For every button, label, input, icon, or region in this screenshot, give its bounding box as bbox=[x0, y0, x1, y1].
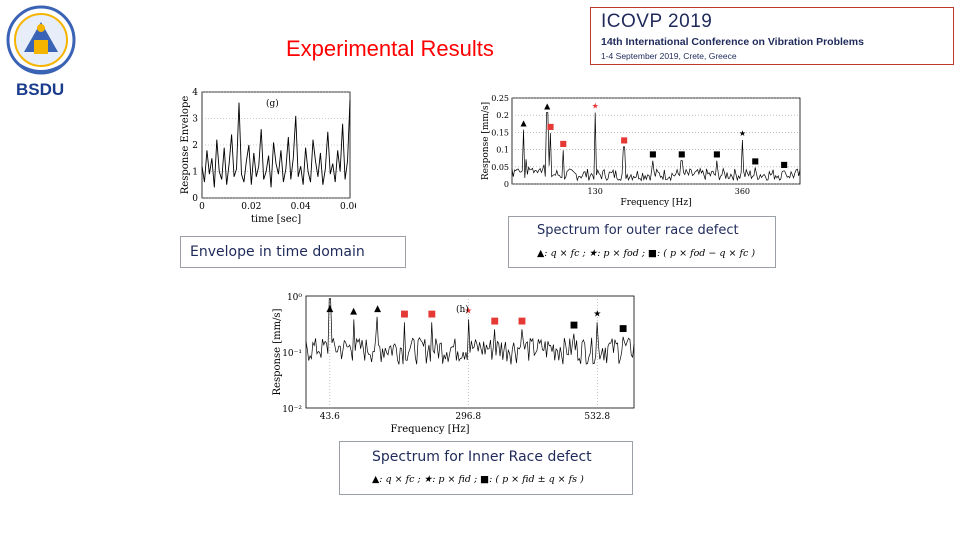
panel-label: (g) bbox=[266, 98, 279, 109]
plot-frame bbox=[511, 97, 801, 185]
y-tick-label: 0.05 bbox=[491, 163, 509, 172]
y-tick-label: 0 bbox=[192, 194, 198, 204]
x-tick-label: 0 bbox=[199, 202, 205, 212]
y-tick-label: 10⁰ bbox=[287, 293, 302, 303]
inner-caption-box: Spectrum for Inner Race defect ▲: q × fc… bbox=[339, 441, 633, 495]
y-tick-label: 10⁻¹ bbox=[282, 349, 302, 359]
inner-race-spectrum-chart: 10⁰ 10⁻¹ 10⁻² 43.6 296.8 532.8 ▲ ▲ ▲ ■ ■ ★ ■ ■ ★ ■ ■ (h) F… bbox=[272, 293, 635, 435]
logo-emblem-icon bbox=[6, 5, 76, 75]
x-tick-label: 0.06 bbox=[340, 202, 356, 212]
y-axis-label: Response [mm/s] bbox=[272, 308, 283, 395]
x-axis-label: Frequency [Hz] bbox=[390, 424, 469, 435]
envelope-caption-box: Envelope in time domain bbox=[180, 236, 406, 268]
x-tick-label: 43.6 bbox=[320, 412, 340, 422]
spectrum-series-line bbox=[511, 112, 801, 182]
peak-marker: ■ bbox=[400, 309, 409, 319]
x-tick-label: 0.04 bbox=[291, 202, 311, 212]
peak-marker: ■ bbox=[547, 122, 555, 131]
peak-marker: ▲ bbox=[544, 101, 551, 110]
peak-marker: ■ bbox=[678, 149, 686, 158]
y-tick-label: 1 bbox=[192, 168, 198, 178]
peak-marker: ■ bbox=[780, 160, 788, 169]
x-tick-label: 532.8 bbox=[584, 412, 610, 422]
x-axis-label: Frequency [Hz] bbox=[620, 198, 691, 208]
peak-marker: ■ bbox=[518, 316, 527, 326]
peak-marker: ★ bbox=[464, 306, 472, 316]
y-tick-label: 3 bbox=[192, 115, 198, 125]
outer-caption-box: Spectrum for outer race defect ▲: q × fc… bbox=[508, 216, 776, 268]
x-tick-label: 296.8 bbox=[455, 412, 481, 422]
y-tick-label: 10⁻² bbox=[282, 405, 302, 415]
conference-dates: 1-4 September 2019, Crete, Greece bbox=[601, 51, 737, 61]
y-tick-label: 4 bbox=[192, 88, 198, 98]
inner-caption: Spectrum for Inner Race defect bbox=[372, 449, 592, 465]
peak-marker: ■ bbox=[619, 324, 628, 334]
envelope-series-line bbox=[201, 99, 351, 188]
peak-marker: ★ bbox=[593, 309, 601, 319]
inner-legend: ▲: q × fc ; ★: p × fid ; ■: ( p × fid ± … bbox=[372, 474, 584, 485]
peak-marker: ■ bbox=[427, 309, 436, 319]
conference-banner: ICOVP 2019 14th International Conference… bbox=[590, 7, 954, 65]
x-tick-label: 130 bbox=[588, 187, 603, 196]
peak-marker: ■ bbox=[490, 316, 499, 326]
outer-caption: Spectrum for outer race defect bbox=[537, 223, 739, 238]
outer-legend: ▲: q × fc ; ★: p × fod ; ■: ( p × fod − … bbox=[537, 248, 756, 259]
peak-marker: ■ bbox=[713, 149, 721, 158]
y-tick-label: 0.15 bbox=[491, 128, 509, 137]
x-axis-label: time [sec] bbox=[251, 214, 301, 225]
peak-marker: ★ bbox=[739, 129, 746, 138]
y-axis-label: Response Envelope bbox=[180, 96, 191, 195]
peak-marker: ■ bbox=[649, 149, 657, 158]
envelope-chart: 0 1 2 3 4 0 0.02 0.04 0.06 (g) time [sec] Response … bbox=[180, 88, 356, 225]
panel-label: (h) bbox=[456, 304, 469, 315]
peak-marker: ■ bbox=[570, 321, 579, 331]
conference-subtitle: 14th International Conference on Vibrati… bbox=[601, 36, 864, 48]
y-axis-label: Response [mm/s] bbox=[481, 102, 491, 180]
spectrum-series-line bbox=[305, 298, 635, 365]
peak-marker: ▲ bbox=[520, 119, 527, 128]
peak-marker: ▲ bbox=[326, 304, 333, 314]
envelope-caption: Envelope in time domain bbox=[190, 244, 365, 260]
outer-race-spectrum-chart: 0 0.05 0.1 0.15 0.2 0.25 130 360 ▲ ▲ ★ ★ ■ ■ ■ ■ ■ ■ ■ ■ Fre… bbox=[481, 94, 801, 208]
university-logo: BSDU bbox=[4, 2, 78, 104]
logo-text: BSDU bbox=[16, 80, 65, 99]
x-tick-label: 360 bbox=[735, 187, 750, 196]
x-tick-label: 0.02 bbox=[241, 202, 261, 212]
peak-marker: ▲ bbox=[350, 306, 357, 316]
peak-marker: ★ bbox=[592, 101, 599, 110]
peak-marker: ▲ bbox=[374, 304, 381, 314]
y-tick-label: 2 bbox=[192, 141, 198, 151]
peak-marker: ■ bbox=[559, 139, 567, 148]
conference-name: ICOVP 2019 bbox=[601, 11, 713, 32]
peak-marker: ■ bbox=[751, 156, 759, 165]
y-tick-label: 0 bbox=[504, 180, 509, 189]
y-tick-label: 0.1 bbox=[496, 146, 509, 155]
y-tick-label: 0.25 bbox=[491, 94, 509, 103]
y-tick-label: 0.2 bbox=[496, 111, 509, 120]
peak-marker: ■ bbox=[620, 136, 628, 145]
page-title: Experimental Results bbox=[286, 36, 494, 61]
